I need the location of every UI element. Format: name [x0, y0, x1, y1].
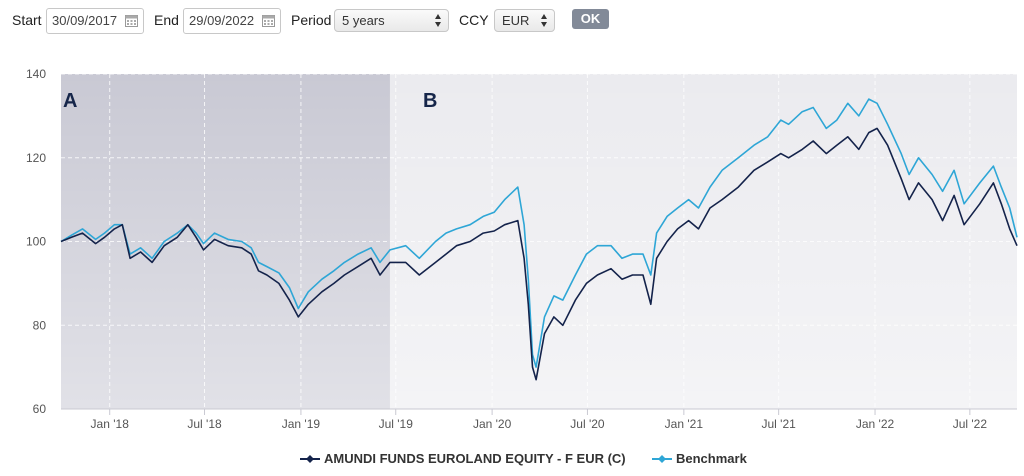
region-b-label: B [423, 90, 437, 112]
y-tick-label: 140 [26, 67, 46, 81]
legend-marker-icon [300, 455, 320, 463]
start-label: Start [12, 12, 42, 28]
y-tick-label: 80 [33, 318, 47, 332]
end-date-field[interactable]: 29/09/2022 [183, 8, 281, 34]
x-tick-label: Jan '19 [282, 417, 321, 431]
performance-chart: 60 80 100 120 140 Jan '18 Jul '18 Jan '19 Jul '… [26, 67, 1018, 431]
x-tick-label: Jan '18 [91, 417, 130, 431]
start-date-field[interactable]: 30/09/2017 [46, 8, 144, 34]
x-tick-label: Jan '22 [856, 417, 895, 431]
x-tick-label: Jan '20 [473, 417, 512, 431]
end-label: End [154, 12, 179, 28]
chart-legend: AMUNDI FUNDS EUROLAND EQUITY - F EUR (C)… [0, 449, 1024, 469]
legend-label: Benchmark [676, 451, 747, 466]
y-tick-label: 60 [33, 402, 47, 416]
fund-line [60, 127, 1018, 381]
end-date-value: 29/09/2022 [189, 13, 255, 28]
updown-arrows-icon [541, 14, 548, 27]
ccy-select[interactable]: EUR [494, 9, 555, 32]
x-tick-label: Jul '20 [570, 417, 605, 431]
x-tick-label: Jul '21 [761, 417, 796, 431]
chart-grid [61, 73, 1017, 410]
x-tick-label: Jul '22 [953, 417, 988, 431]
y-axis: 60 80 100 120 140 [26, 67, 46, 416]
region-a-label: A [63, 90, 77, 112]
legend-marker-icon [652, 455, 672, 463]
chart-series [60, 98, 1018, 381]
y-tick-label: 120 [26, 151, 46, 165]
toolbar: Start 30/09/2017 End 29/09/2022 Period 5… [0, 0, 1024, 40]
x-tick-label: Jul '18 [187, 417, 222, 431]
x-tick-label: Jan '21 [665, 417, 704, 431]
period-value: 5 years [342, 13, 385, 28]
legend-label: AMUNDI FUNDS EUROLAND EQUITY - F EUR (C) [324, 451, 626, 466]
ok-button[interactable]: OK [572, 9, 609, 29]
benchmark-line [60, 98, 1018, 368]
calendar-icon[interactable] [262, 14, 275, 27]
period-select[interactable]: 5 years [334, 9, 449, 32]
updown-arrows-icon [435, 14, 442, 27]
period-label: Period [291, 12, 332, 28]
y-tick-label: 100 [26, 235, 46, 249]
x-axis: Jan '18 Jul '18 Jan '19 Jul '19 Jan '20 Jul '… [91, 409, 988, 431]
ccy-label: CCY [459, 12, 489, 28]
calendar-icon[interactable] [125, 14, 138, 27]
ccy-value: EUR [502, 13, 530, 28]
start-date-value: 30/09/2017 [52, 13, 118, 28]
x-tick-label: Jul '19 [379, 417, 414, 431]
